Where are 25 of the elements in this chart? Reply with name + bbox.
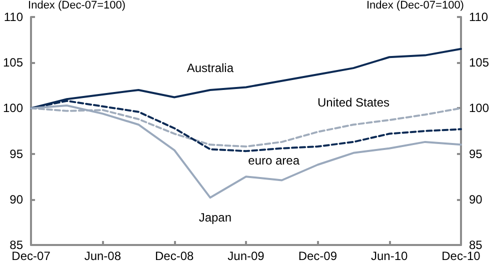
series-label: United States — [317, 96, 390, 110]
x-tick-label: Dec-07 — [12, 249, 51, 263]
x-tick-label: Jun-09 — [228, 249, 265, 263]
y2-tick-label: 100 — [468, 101, 490, 116]
y2-tick-label: 105 — [468, 56, 490, 70]
y-tick-label: 90 — [10, 192, 24, 206]
x-tick-label: Dec-10 — [442, 249, 481, 263]
y2-tick-label: 95 — [468, 146, 483, 161]
y-tick-label: 100 — [2, 101, 24, 116]
x-tick-label: Dec-08 — [154, 249, 194, 263]
x-tick-label: Dec-09 — [298, 249, 338, 263]
y-tick-label: 105 — [2, 56, 24, 70]
y2-tick-label: 90 — [468, 192, 483, 206]
series-label: euro area — [248, 153, 300, 168]
y-tick-label: 95 — [10, 146, 24, 161]
y2-axis-title: Index (Dec-07=100) — [366, 0, 464, 12]
y-axis-title: Index (Dec-07=100) — [28, 0, 126, 12]
y-tick-label: 110 — [4, 10, 24, 24]
y-tick-label: 85 — [10, 238, 24, 252]
y2-tick-label: 85 — [468, 238, 483, 252]
series-label: Japan — [198, 210, 232, 225]
series-label: Australia — [186, 60, 234, 75]
y2-tick-label: 110 — [468, 10, 488, 24]
x-tick-label: Jun-08 — [84, 249, 122, 263]
x-tick-label: Jun-10 — [370, 249, 408, 263]
